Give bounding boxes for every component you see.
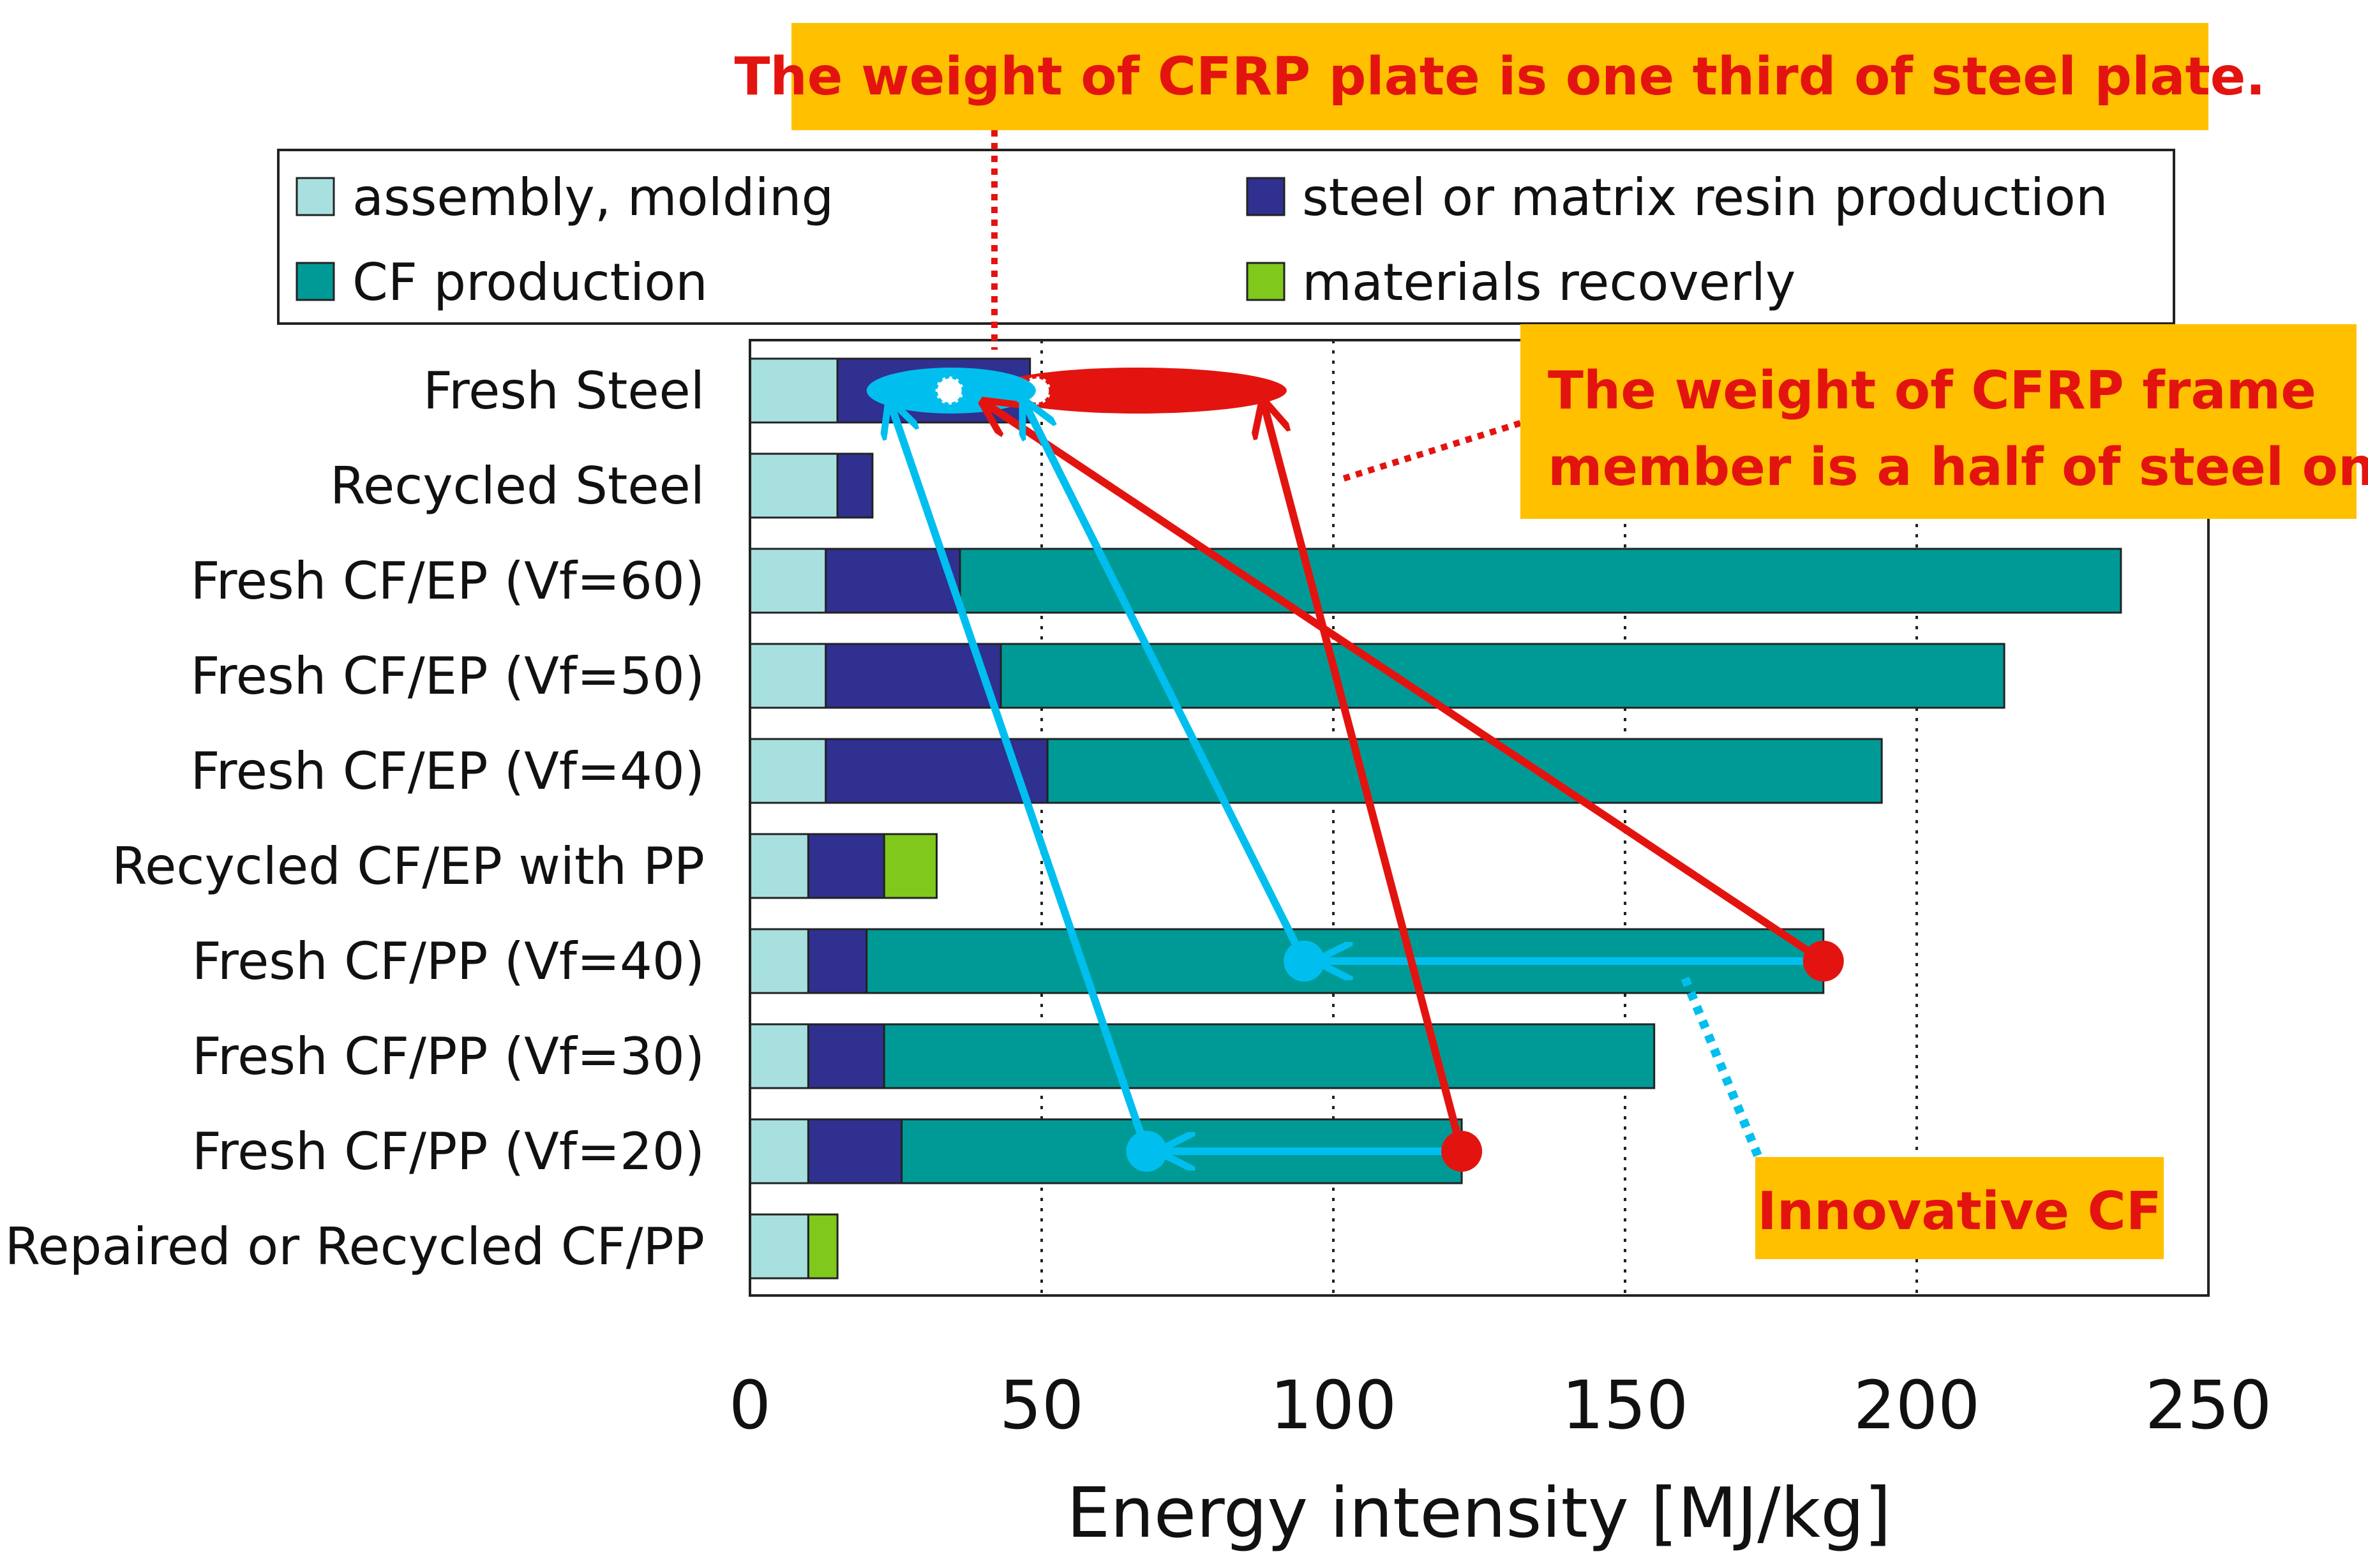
callout-innovative-text: Innovative CF xyxy=(1757,1181,2162,1242)
legend-frame xyxy=(277,149,2175,325)
category-label-recycled-steel: Recycled Steel xyxy=(330,456,705,516)
bar-fresh-cf-ep-vf-50-steel-or-matrix-resin-production xyxy=(825,643,1002,709)
marker-dot-2 xyxy=(1284,941,1325,982)
category-label-repaired-or-recycled-cf-pp: Repaired or Recycled CF/PP xyxy=(4,1217,705,1276)
bar-fresh-cf-pp-vf-30-steel-or-matrix-resin-production xyxy=(807,1023,885,1089)
legend-item-recovery: materials recoverly xyxy=(1246,253,1795,312)
bar-repaired-or-recycled-cf-pp-assembly-molding xyxy=(749,1213,809,1280)
bar-fresh-cf-ep-vf-60-assembly-molding xyxy=(749,548,827,614)
steel-mapping-arrow-4 xyxy=(890,402,1151,1153)
callout-frame-box xyxy=(1520,324,2357,519)
bar-recycled-cf-ep-with-pp-steel-or-matrix-resin-production xyxy=(807,833,885,899)
callout-frame-line-1: The weight of CFRP frame xyxy=(1548,361,2316,421)
bar-recycled-cf-ep-with-pp-materials-recoverly xyxy=(883,833,938,899)
category-labels: Fresh Steel Recycled Steel Fresh CF/EP (Vf… xyxy=(4,361,705,1276)
x-tick-labels: 0 50 100 150 200 250 xyxy=(729,1366,2272,1444)
x-tick-label-150: 150 xyxy=(1562,1366,1689,1444)
x-tick-label-50: 50 xyxy=(1000,1366,1084,1444)
bar-fresh-cf-ep-vf-50-assembly-molding xyxy=(749,643,827,709)
legend-label-assembly: assembly, molding xyxy=(352,168,834,227)
callout-plate: The weight of CFRP plate is one third of… xyxy=(734,23,2266,130)
bar-repaired-or-recycled-cf-pp-materials-recoverly xyxy=(807,1213,839,1280)
category-label-fresh-cf-ep-vf-50: Fresh CF/EP (Vf=50) xyxy=(190,646,705,706)
legend-swatch-recovery xyxy=(1246,262,1285,301)
steel-mapping-arrow-3 xyxy=(1263,402,1465,1153)
category-label-fresh-steel: Fresh Steel xyxy=(423,361,705,421)
legend-label-recovery: materials recoverly xyxy=(1302,253,1795,312)
marker-dot-4 xyxy=(1126,1131,1167,1172)
bar-fresh-cf-ep-vf-60-steel-or-matrix-resin-production xyxy=(825,548,961,614)
category-label-fresh-cf-ep-vf-60: Fresh CF/EP (Vf=60) xyxy=(190,551,705,611)
steel-ellipse-red xyxy=(989,368,1287,414)
callout-innovative-box xyxy=(1755,1157,2164,1259)
bar-recycled-cf-ep-with-pp-assembly-molding xyxy=(749,833,809,899)
legend-item-cf-production: CF production xyxy=(296,253,708,312)
callout-plate-box xyxy=(791,23,2208,130)
bar-recycled-steel-steel-or-matrix-resin-production xyxy=(836,452,874,519)
x-tick-label-200: 200 xyxy=(1854,1366,1981,1444)
bar-recycled-steel-assembly-molding xyxy=(749,452,839,519)
category-label-recycled-cf-ep-with-pp: Recycled CF/EP with PP xyxy=(112,837,705,896)
bar-fresh-steel-assembly-molding xyxy=(749,357,839,424)
bar-fresh-cf-pp-vf-40-steel-or-matrix-resin-production xyxy=(807,928,868,994)
legend-swatch-steel-resin xyxy=(1246,177,1285,216)
legend-item-steel-resin: steel or matrix resin production xyxy=(1246,168,2108,227)
bar-fresh-cf-ep-vf-40-assembly-molding xyxy=(749,738,827,804)
legend-label-cf-production: CF production xyxy=(352,253,708,312)
bar-fresh-cf-pp-vf-20-assembly-molding xyxy=(749,1118,809,1184)
bar-fresh-cf-pp-vf-30-assembly-molding xyxy=(749,1023,809,1089)
legend-label-steel-resin: steel or matrix resin production xyxy=(1302,168,2108,227)
x-tick-label-0: 0 xyxy=(729,1366,771,1444)
category-label-fresh-cf-pp-vf-20: Fresh CF/PP (Vf=20) xyxy=(192,1122,705,1181)
category-label-fresh-cf-pp-vf-40: Fresh CF/PP (Vf=40) xyxy=(192,932,705,991)
callout-frame: The weight of CFRP frame member is a hal… xyxy=(1520,324,2368,519)
category-label-fresh-cf-ep-vf-40: Fresh CF/EP (Vf=40) xyxy=(190,742,705,801)
x-tick-label-100: 100 xyxy=(1270,1366,1397,1444)
legend-swatch-assembly xyxy=(296,177,335,216)
bar-fresh-cf-ep-vf-60-cf-production xyxy=(959,548,2122,614)
legend-item-assembly: assembly, molding xyxy=(296,168,834,227)
legend-swatch-cf-production xyxy=(296,262,335,301)
callout-plate-text: The weight of CFRP plate is one third of… xyxy=(734,47,2265,107)
plot-frame xyxy=(749,339,2210,1297)
callout-frame-line-2: member is a half of steel one. xyxy=(1548,437,2368,498)
steel-mapping-arrow-2 xyxy=(1024,402,1308,963)
innovative-callout-connector xyxy=(1681,976,1763,1159)
steel-ellipse-dot-blue xyxy=(933,375,966,407)
steel-mapping-arrow-1 xyxy=(984,402,1826,964)
bar-fresh-cf-pp-vf-30-cf-production xyxy=(883,1023,1656,1089)
marker-dot-1 xyxy=(1802,941,1844,982)
x-axis-title: Energy intensity [MJ/kg] xyxy=(1067,1474,1891,1553)
callout-innovative: Innovative CF xyxy=(1755,1157,2164,1259)
annotation-overlays xyxy=(866,130,1844,1172)
bar-fresh-cf-pp-vf-20-steel-or-matrix-resin-production xyxy=(807,1118,903,1184)
bar-fresh-cf-ep-vf-50-cf-production xyxy=(1000,643,2005,709)
bar-fresh-cf-pp-vf-40-assembly-molding xyxy=(749,928,809,994)
bar-fresh-cf-ep-vf-40-cf-production xyxy=(1046,738,1883,804)
marker-dot-3 xyxy=(1441,1131,1483,1172)
legend: assembly, molding steel or matrix resin … xyxy=(277,149,2175,325)
x-tick-label-250: 250 xyxy=(2145,1366,2272,1444)
category-label-fresh-cf-pp-vf-30: Fresh CF/PP (Vf=30) xyxy=(192,1027,705,1086)
frame-callout-connector xyxy=(1338,420,1522,483)
